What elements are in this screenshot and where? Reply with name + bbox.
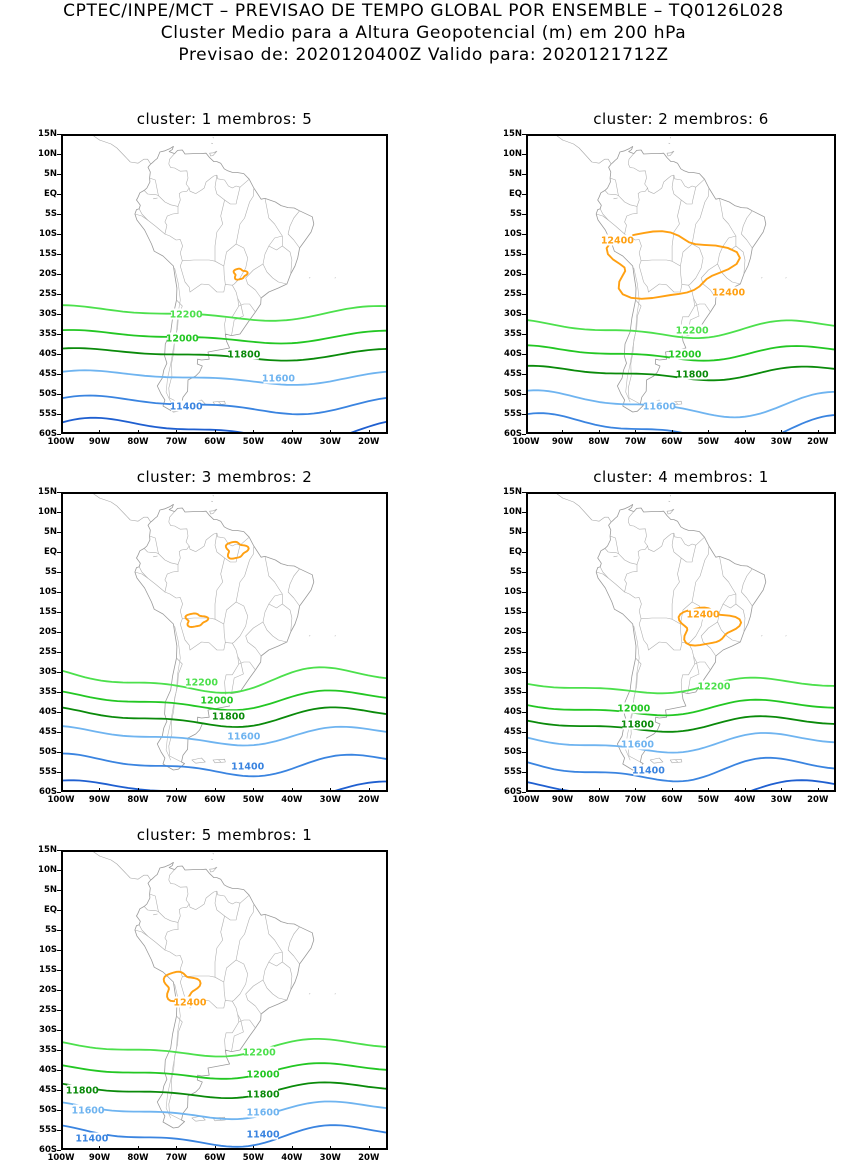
y-axis-tick: [57, 1150, 61, 1151]
y-axis-tick: [57, 990, 61, 991]
map-outline: [239, 1020, 256, 1028]
x-axis-tick: [99, 1146, 100, 1150]
x-axis-label: 90W: [89, 1153, 110, 1163]
x-axis-label: 30W: [320, 1153, 341, 1163]
y-axis-tick: [57, 890, 61, 891]
x-axis-tick: [292, 1146, 293, 1150]
contour-label-11600: 11600: [247, 1107, 280, 1118]
x-axis-tick: [330, 1146, 331, 1150]
contour-label-11600: 11600: [71, 1105, 104, 1116]
y-axis-tick: [57, 1090, 61, 1091]
y-axis-label: 20S: [27, 985, 57, 995]
panel-title-5: cluster: 5 membros: 1: [21, 826, 428, 844]
y-axis-label: 30S: [27, 1025, 57, 1035]
y-axis-tick: [57, 1050, 61, 1051]
y-axis-tick: [57, 910, 61, 911]
y-axis-tick: [57, 1030, 61, 1031]
y-axis-label: 10S: [27, 945, 57, 955]
y-axis-label: 45S: [27, 1085, 57, 1095]
x-axis-label: 100W: [47, 1153, 74, 1163]
y-axis-tick: [57, 870, 61, 871]
y-axis-label: 55S: [27, 1125, 57, 1135]
contour-line-11400: [63, 1125, 388, 1147]
map-outline: [139, 925, 147, 936]
map-outline: [225, 1000, 239, 1050]
map-outline: [169, 1016, 183, 1120]
map-outline: [263, 952, 287, 1000]
y-axis-tick: [57, 850, 61, 851]
x-axis-tick: [176, 1146, 177, 1150]
map-outline: [265, 914, 292, 990]
y-axis-label: 50S: [27, 1105, 57, 1115]
y-axis-label: 40S: [27, 1065, 57, 1075]
map-outline: [232, 904, 254, 1001]
map-outline: [63, 852, 100, 856]
contour-line-11600: [63, 1102, 388, 1120]
map-outline: [169, 870, 189, 904]
x-axis-tick: [61, 1146, 62, 1150]
x-axis-tick: [253, 1146, 254, 1150]
contour-label-11400: 11400: [247, 1129, 280, 1140]
y-axis-label: 35S: [27, 1045, 57, 1055]
contour-line-11800: [63, 1082, 388, 1098]
x-axis-label: 20W: [358, 1153, 379, 1163]
map-outline: [269, 962, 283, 966]
y-axis-label: 5N: [27, 885, 57, 895]
map-outline: [215, 891, 240, 920]
y-axis-tick: [57, 1070, 61, 1071]
y-axis-tick: [57, 1010, 61, 1011]
y-axis-tick: [57, 1130, 61, 1131]
contour-label-11400: 11400: [75, 1133, 108, 1144]
y-axis-label: 15S: [27, 965, 57, 975]
map-outline: [232, 1014, 244, 1051]
map-outline: [246, 980, 263, 1014]
map-outline: [215, 916, 225, 977]
map-outline: [135, 930, 190, 1008]
contour-label-12000: 12000: [247, 1069, 280, 1080]
x-axis-label: 50W: [243, 1153, 264, 1163]
y-axis-label: 25S: [27, 1005, 57, 1015]
x-axis-label: 80W: [127, 1153, 148, 1163]
x-axis-label: 40W: [281, 1153, 302, 1163]
y-axis-label: 5S: [27, 925, 57, 935]
x-axis-label: 70W: [166, 1153, 187, 1163]
x-axis-tick: [369, 1146, 370, 1150]
y-axis-tick: [57, 950, 61, 951]
map-outline: [153, 914, 157, 915]
x-axis-label: 60W: [204, 1153, 225, 1163]
contour-line-12000: [63, 1063, 388, 1079]
x-axis-tick: [215, 1146, 216, 1150]
x-axis-tick: [138, 1146, 139, 1150]
contour-label-12400: 12400: [173, 997, 206, 1008]
y-axis-label: 10N: [27, 865, 57, 875]
plot-area-5: 12400 12200 12000 11800 11800 11600 11600 11400…: [61, 850, 388, 1150]
contour-label-11800: 11800: [247, 1089, 280, 1100]
y-axis-tick: [57, 930, 61, 931]
y-axis-tick: [57, 970, 61, 971]
map-outline: [100, 856, 151, 880]
map-outline: [224, 960, 236, 982]
contour-label-12200: 12200: [243, 1047, 276, 1058]
map-outline: [288, 927, 300, 964]
y-axis-label: EQ: [27, 905, 57, 915]
y-axis-tick: [57, 1110, 61, 1111]
contour-label-11800: 11800: [66, 1085, 99, 1096]
map-outline: [210, 867, 217, 872]
y-axis-label: 15N: [27, 845, 57, 855]
map-outline: [178, 891, 249, 922]
map-outline: [144, 906, 178, 950]
contour-line-12200: [63, 1039, 388, 1057]
map-outline: [150, 894, 159, 912]
